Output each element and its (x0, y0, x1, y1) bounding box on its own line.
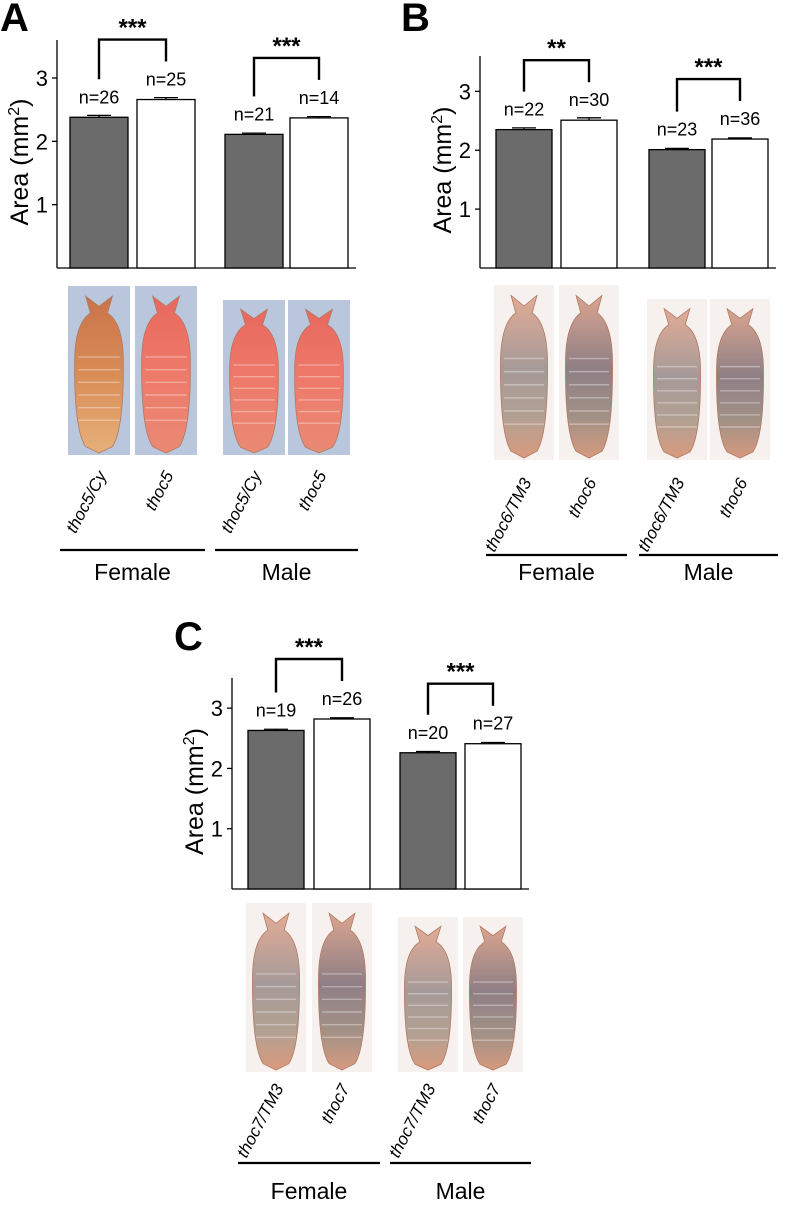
bar (69, 116, 129, 269)
n-label: n=22 (504, 100, 545, 120)
n-label: n=21 (234, 104, 275, 124)
y-tick-label: 3 (211, 696, 223, 721)
pupa-image (223, 300, 285, 455)
pupa-body (141, 295, 191, 454)
pupa-image (288, 300, 350, 455)
y-tick-label: 1 (459, 197, 471, 222)
n-label: n=23 (657, 120, 698, 140)
pupa-body (653, 307, 701, 459)
genotype-label: thoc7 (468, 1080, 505, 1126)
y-tick-label: 3 (459, 79, 471, 104)
y-axis-label: Area (mm2) (181, 728, 209, 855)
n-label: n=14 (299, 88, 340, 108)
bar (313, 718, 371, 890)
panel-letter: C (174, 615, 203, 659)
n-label: n=30 (569, 90, 610, 110)
y-axis-label: Area (mm2) (429, 107, 457, 234)
significance-stars: ** (547, 35, 566, 62)
n-label: n=25 (146, 70, 187, 90)
y-tick-label: 2 (459, 138, 471, 163)
bar (136, 98, 196, 269)
genotype-label: thoc7 (317, 1080, 354, 1126)
group-label: Male (262, 559, 312, 585)
pupa-body (294, 308, 344, 454)
genotype-label: thoc6 (564, 474, 601, 520)
significance-bracket (426, 682, 495, 715)
genotype-label: thoc6 (715, 474, 752, 520)
panel-letter: A (0, 0, 29, 40)
significance-stars: *** (272, 33, 301, 60)
pupa-image (246, 903, 306, 1072)
group-label: Male (436, 1178, 486, 1204)
pupa-body (252, 912, 300, 1071)
significance-stars: *** (295, 634, 324, 661)
significance-stars: *** (694, 54, 723, 81)
bar (399, 752, 457, 890)
significance-bracket (522, 58, 591, 92)
group-label: Female (518, 559, 595, 585)
significance-bracket (274, 657, 344, 693)
pupa-image (494, 285, 554, 460)
group-label: Female (94, 559, 171, 585)
pupa-body (716, 307, 764, 459)
pupa-image (398, 917, 458, 1072)
pupa-image (135, 286, 197, 455)
significance-bracket (252, 56, 321, 97)
genotype-label: thoc5/Cy (217, 467, 266, 536)
bar (648, 148, 706, 269)
bar (247, 729, 305, 890)
genotype-label: thoc6/TM3 (481, 474, 536, 554)
genotype-label: thoc5 (294, 467, 331, 513)
pupa-image (463, 917, 523, 1072)
genotype-label: thoc5/Cy (62, 467, 111, 536)
y-tick-label: 3 (36, 66, 48, 91)
n-label: n=19 (256, 700, 297, 720)
bar (224, 133, 284, 269)
y-axis-label: Area (mm2) (6, 99, 34, 226)
significance-stars: *** (118, 15, 147, 42)
n-label: n=26 (322, 689, 363, 709)
significance-bracket (675, 77, 742, 112)
group-label: Male (684, 559, 734, 585)
genotype-label: thoc6/TM3 (634, 474, 689, 554)
genotype-label: thoc7/TM3 (233, 1080, 288, 1160)
pupa-body (469, 925, 517, 1071)
pupa-body (229, 308, 279, 454)
genotype-label: thoc7/TM3 (385, 1080, 440, 1160)
bar (289, 117, 349, 269)
pupa-image (559, 285, 619, 460)
pupa-body (565, 294, 613, 459)
bar (711, 138, 769, 269)
significance-stars: *** (446, 659, 475, 686)
y-tick-label: 1 (36, 193, 48, 218)
genotype-label: thoc5 (141, 467, 178, 513)
pupa-body (74, 295, 124, 454)
pupa-image (710, 299, 770, 460)
y-tick-label: 2 (36, 129, 48, 154)
panel-letter: B (401, 0, 430, 40)
n-label: n=26 (79, 87, 120, 107)
y-tick-label: 2 (211, 756, 223, 781)
y-tick-label: 1 (211, 817, 223, 842)
n-label: n=20 (408, 723, 449, 743)
pupa-image (312, 903, 372, 1072)
pupa-image (68, 286, 130, 455)
pupa-body (500, 294, 548, 459)
bar (464, 743, 522, 890)
pupa-body (404, 925, 452, 1071)
pupa-body (318, 912, 366, 1071)
significance-bracket (97, 38, 168, 80)
pupa-image (647, 299, 707, 460)
bar (560, 119, 618, 269)
n-label: n=36 (720, 109, 761, 129)
group-label: Female (271, 1178, 348, 1204)
n-label: n=27 (473, 714, 514, 734)
bar (495, 128, 553, 269)
